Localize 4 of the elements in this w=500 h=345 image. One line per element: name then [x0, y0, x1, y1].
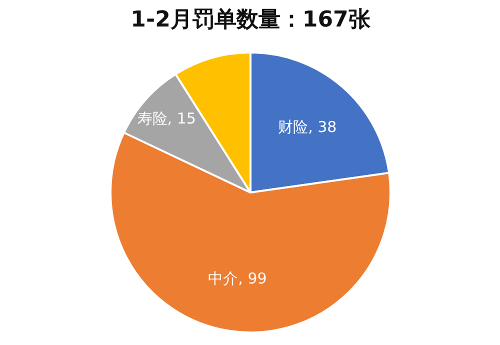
chart-title: 1-2月罚单数量：167张 [130, 8, 372, 32]
slice-label: 中介, 99 [208, 269, 267, 288]
slice-label: 财险, 38 [278, 118, 337, 136]
slice-label: 寿险, 15 [137, 109, 196, 128]
